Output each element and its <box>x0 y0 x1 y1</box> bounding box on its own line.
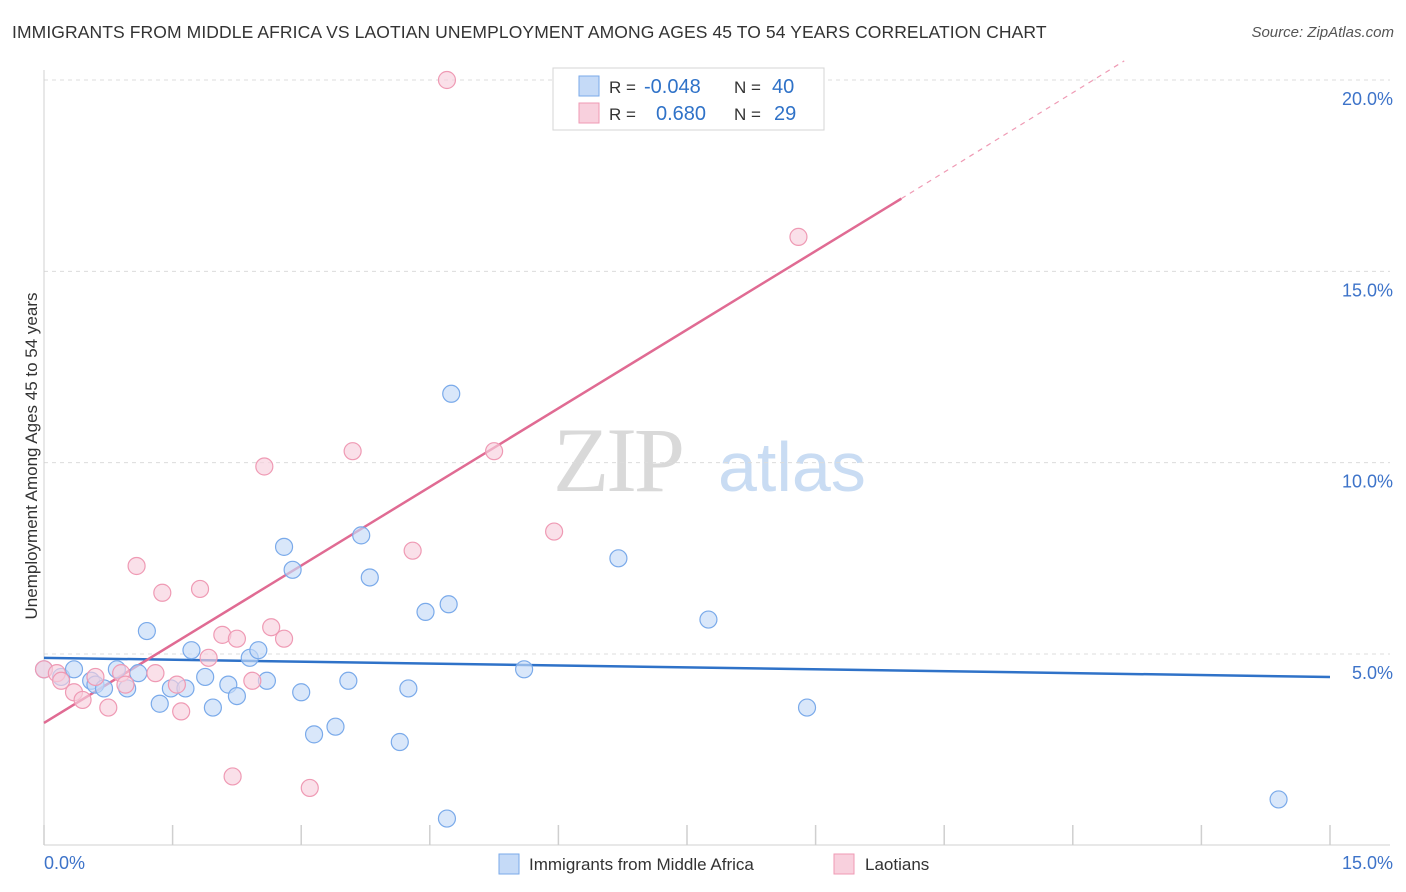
legend-r-label-blue: R = <box>609 78 636 97</box>
data-point-laotians <box>262 618 281 637</box>
watermark: ZIP atlas <box>553 409 866 511</box>
legend-swatch-blue <box>578 75 600 97</box>
watermark-atlas: atlas <box>718 428 866 506</box>
data-point-immigrants-middle-africa <box>390 732 409 752</box>
data-point-laotians <box>274 629 294 648</box>
x-tick-label-max: 15.0% <box>1342 853 1393 873</box>
data-point-immigrants-middle-africa <box>196 667 215 687</box>
data-point-immigrants-middle-africa <box>515 660 534 679</box>
data-point-immigrants-middle-africa <box>609 549 628 568</box>
bottom-legend: Immigrants from Middle Africa Laotians <box>498 853 929 875</box>
data-point-immigrants-middle-africa <box>249 641 268 660</box>
data-point-laotians <box>99 698 118 717</box>
bottom-legend-swatch-blue <box>498 853 520 875</box>
data-point-immigrants-middle-africa <box>137 621 156 641</box>
data-point-laotians <box>403 541 422 560</box>
data-point-laotians <box>437 70 457 90</box>
data-point-immigrants-middle-africa <box>699 610 718 629</box>
series-immigrants-middle-africa <box>34 384 1288 828</box>
data-point-immigrants-middle-africa <box>304 725 324 744</box>
y-tick-label: 5.0% <box>1352 663 1393 683</box>
data-point-immigrants-middle-africa <box>274 537 294 556</box>
legend-swatch-pink <box>578 102 600 124</box>
legend-r-label-pink: R = <box>609 105 636 124</box>
bottom-legend-label-blue: Immigrants from Middle Africa <box>529 855 754 874</box>
data-point-immigrants-middle-africa <box>292 683 311 702</box>
legend-r-value-pink: 0.680 <box>656 103 706 125</box>
data-point-immigrants-middle-africa <box>227 686 246 706</box>
legend-n-value-blue: 40 <box>772 76 794 98</box>
trend-line-immigrants-middle-africa <box>43 656 1331 679</box>
bottom-legend-label-pink: Laotians <box>865 855 929 874</box>
data-point-laotians <box>153 583 172 602</box>
data-point-immigrants-middle-africa <box>442 384 461 403</box>
trend-line-laotians <box>43 197 902 724</box>
x-tick-label-min: 0.0% <box>44 853 85 873</box>
data-point-immigrants-middle-africa <box>360 568 379 587</box>
trend-line-laotians-extension <box>901 60 1125 200</box>
data-point-laotians <box>73 690 92 710</box>
data-point-immigrants-middle-africa <box>797 698 817 717</box>
data-point-immigrants-middle-africa <box>283 560 302 579</box>
stats-legend: R = -0.048 N = 40 R = 0.680 N = 29 <box>552 67 825 131</box>
data-point-laotians <box>223 767 242 786</box>
data-point-immigrants-middle-africa <box>439 595 458 614</box>
y-tick-label: 20.0% <box>1342 89 1393 109</box>
data-point-laotians <box>86 667 105 687</box>
series-laotians <box>34 70 808 798</box>
y-axis-label: Unemployment Among Ages 45 to 54 years <box>22 293 41 620</box>
gridlines <box>44 79 1390 655</box>
y-tick-label: 15.0% <box>1342 280 1393 300</box>
data-point-laotians <box>243 671 262 690</box>
data-point-laotians <box>343 442 362 461</box>
legend-n-label-blue: N = <box>734 78 761 97</box>
axes <box>43 70 1390 846</box>
data-point-immigrants-middle-africa <box>64 660 84 679</box>
data-point-laotians <box>255 457 274 476</box>
data-point-laotians <box>146 664 165 683</box>
data-point-immigrants-middle-africa <box>437 809 457 828</box>
legend-r-value-blue: -0.048 <box>644 76 701 98</box>
data-point-immigrants-middle-africa <box>203 698 222 717</box>
data-point-laotians <box>199 648 218 667</box>
data-point-laotians <box>485 442 504 461</box>
data-point-laotians <box>227 629 246 648</box>
trend-lines <box>43 60 1331 724</box>
source-label: Source: ZipAtlas.com <box>1251 24 1394 41</box>
tick-labels: 5.0% 10.0% 15.0% 20.0% 0.0% 15.0% <box>44 89 1393 873</box>
data-point-immigrants-middle-africa <box>339 671 358 690</box>
data-point-immigrants-middle-africa <box>182 641 201 660</box>
watermark-zip: ZIP <box>553 409 682 511</box>
data-point-immigrants-middle-africa <box>416 602 435 622</box>
data-point-laotians <box>52 671 71 690</box>
bottom-legend-swatch-pink <box>833 853 855 875</box>
data-point-laotians <box>190 579 210 599</box>
chart-title: IMMIGRANTS FROM MIDDLE AFRICA VS LAOTIAN… <box>12 22 1047 42</box>
data-point-laotians <box>127 556 146 576</box>
data-point-laotians <box>545 522 564 541</box>
legend-n-value-pink: 29 <box>774 103 796 125</box>
data-point-immigrants-middle-africa <box>326 717 345 736</box>
data-point-immigrants-middle-africa <box>1269 790 1288 809</box>
data-point-laotians <box>789 227 808 246</box>
legend-n-label-pink: N = <box>734 105 761 124</box>
y-tick-label: 10.0% <box>1342 472 1393 492</box>
data-point-laotians <box>116 675 135 694</box>
data-point-immigrants-middle-africa <box>352 526 371 545</box>
data-point-immigrants-middle-africa <box>150 694 169 713</box>
data-point-laotians <box>300 778 319 798</box>
data-point-immigrants-middle-africa <box>399 679 418 698</box>
data-point-laotians <box>172 702 191 721</box>
data-point-laotians <box>167 675 186 694</box>
